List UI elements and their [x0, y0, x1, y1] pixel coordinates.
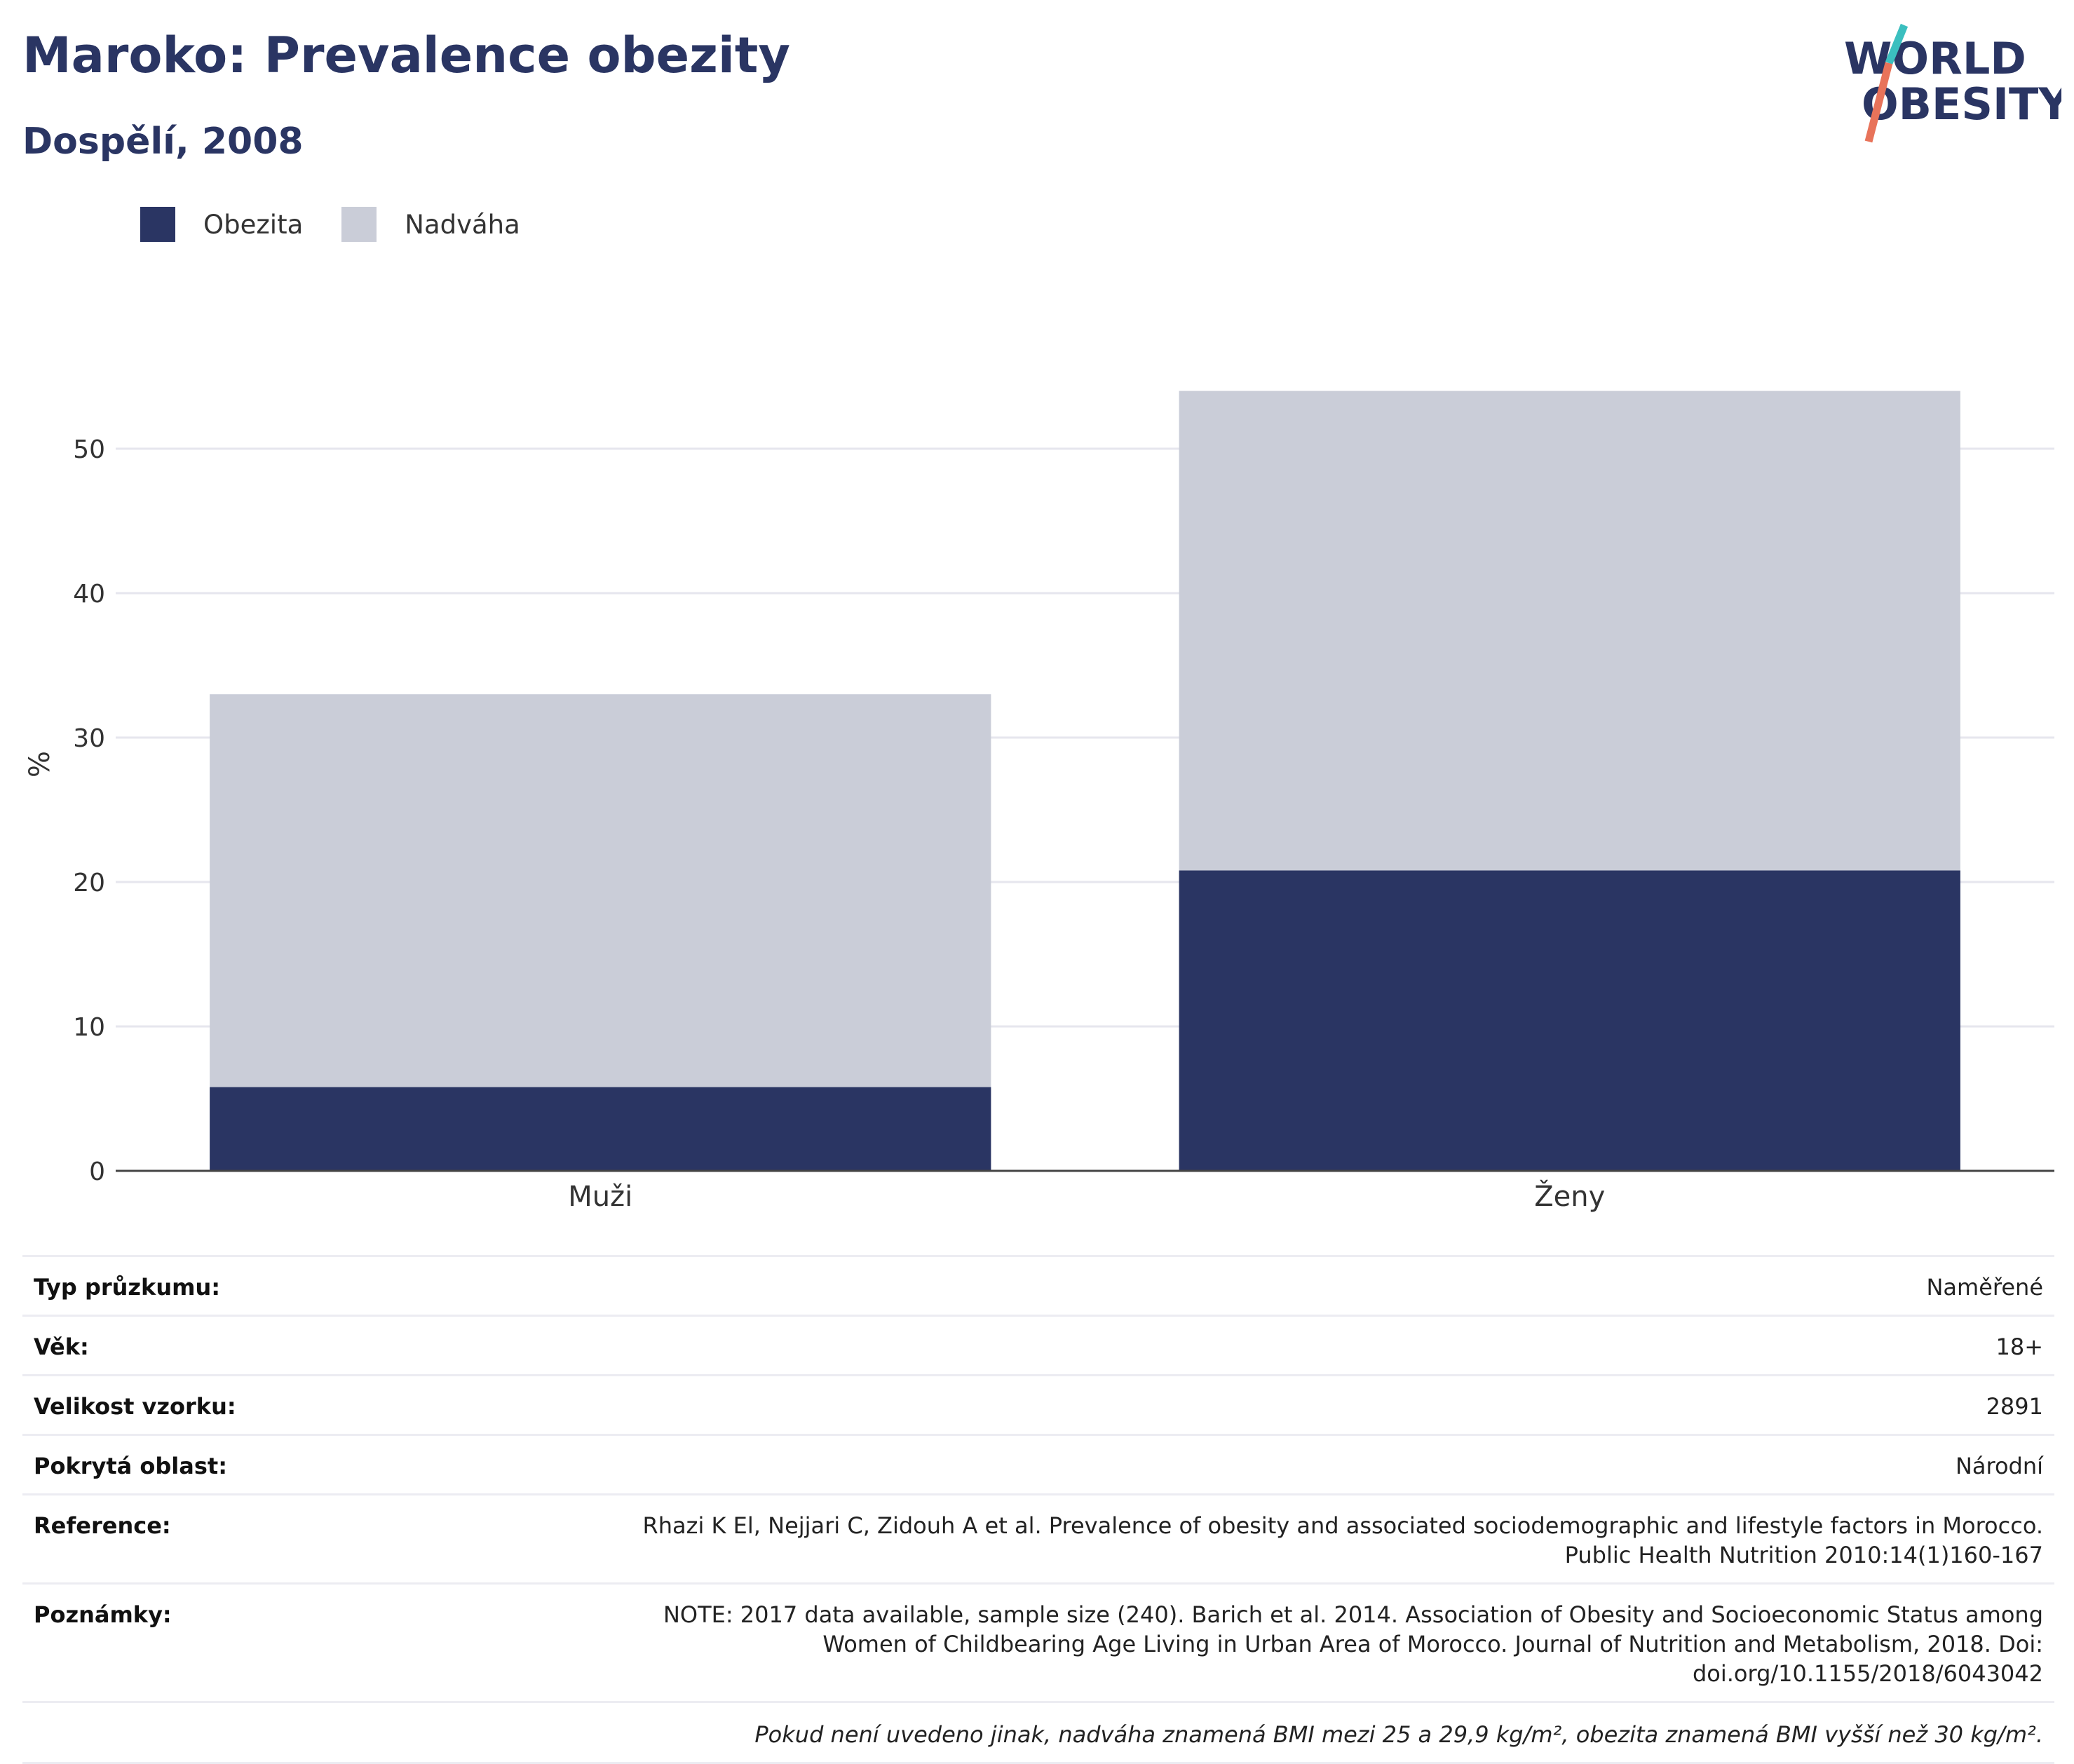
info-row-age: Věk: 18+	[22, 1317, 2054, 1376]
info-label: Poznámky:	[34, 1601, 172, 1628]
bar-obezita-1	[1179, 870, 1960, 1171]
info-label: Velikost vzorku:	[34, 1393, 236, 1420]
logo-line1: WORLD	[1844, 33, 2026, 84]
legend-label-obezita: Obezita	[203, 209, 304, 240]
info-row-notes: Poznámky: NOTE: 2017 data available, sam…	[22, 1585, 2054, 1703]
logo-accent-coral	[1864, 62, 1893, 143]
info-value: Naměřené	[1926, 1274, 2043, 1301]
y-tick-label: 10	[73, 1013, 105, 1042]
bar-nadváha-1	[1179, 391, 1960, 871]
bmi-footnote: Pokud není uvedeno jinak, nadváha znamen…	[22, 1703, 2054, 1764]
bar-nadváha-0	[210, 694, 991, 1087]
info-value: NOTE: 2017 data available, sample size (…	[663, 1601, 2043, 1687]
y-axis-label: %	[24, 751, 56, 778]
bar-chart: 0 10 20 30 40 50% Muži Ženy	[24, 391, 2054, 1213]
info-label: Pokrytá oblast:	[34, 1453, 227, 1479]
chart-title: Maroko: Prevalence obezity	[22, 27, 790, 84]
y-tick-label: 30	[73, 724, 105, 753]
world-obesity-logo: WORLD OBESITY	[1844, 23, 2061, 143]
y-tick-label: 50	[73, 435, 105, 464]
info-label: Reference:	[34, 1512, 171, 1539]
survey-info-table: Typ průzkumu: Naměřené Věk: 18+ Velikost…	[22, 1255, 2054, 1764]
info-label: Věk:	[34, 1334, 89, 1360]
info-value: Rhazi K El, Nejjari C, Zidouh A et al. P…	[642, 1512, 2043, 1568]
info-value: Národní	[1955, 1453, 2043, 1479]
info-row-coverage: Pokrytá oblast: Národní	[22, 1436, 2054, 1495]
x-tick-label: Ženy	[1534, 1179, 1605, 1213]
x-tick-label: Muži	[568, 1181, 632, 1213]
chart-subtitle: Dospělí, 2008	[22, 121, 304, 163]
legend-swatch-nadvaha	[341, 207, 377, 242]
info-value: 2891	[1986, 1393, 2043, 1420]
chart-legend: Obezita Nadváha	[140, 207, 559, 242]
legend-item-obezita: Obezita	[140, 207, 303, 242]
y-tick-label: 0	[89, 1158, 105, 1186]
info-row-survey-type: Typ průzkumu: Naměřené	[22, 1257, 2054, 1317]
legend-item-nadvaha: Nadváha	[341, 207, 520, 242]
logo-line2: OBESITY	[1862, 79, 2061, 130]
bar-obezita-0	[210, 1087, 991, 1171]
legend-swatch-obezita	[140, 207, 175, 242]
info-value: 18+	[1995, 1334, 2043, 1360]
logo-accent-teal	[1885, 23, 1909, 65]
y-tick-label: 40	[73, 580, 105, 609]
info-row-sample-size: Velikost vzorku: 2891	[22, 1376, 2054, 1436]
info-row-reference: Reference: Rhazi K El, Nejjari C, Zidouh…	[22, 1495, 2054, 1585]
legend-label-nadvaha: Nadváha	[405, 209, 520, 240]
info-label: Typ průzkumu:	[34, 1274, 221, 1301]
y-tick-label: 20	[73, 869, 105, 897]
